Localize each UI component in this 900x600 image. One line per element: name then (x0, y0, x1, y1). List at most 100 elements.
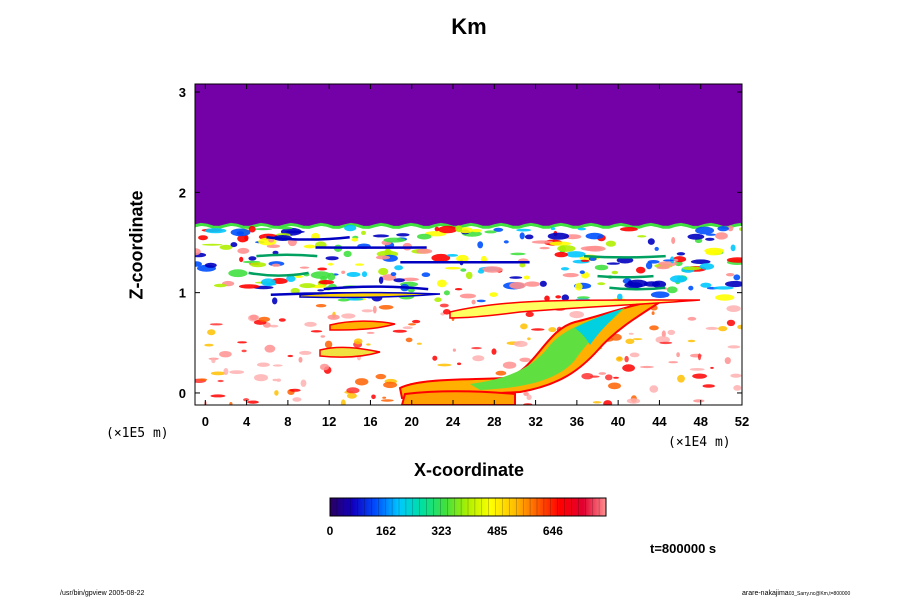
field-patch (408, 323, 416, 326)
field-patch (579, 270, 585, 275)
field-patch (382, 396, 387, 399)
x-tick-label: 24 (446, 414, 461, 429)
field-patch (317, 289, 325, 292)
field-patch (491, 348, 497, 355)
field-patch (219, 351, 232, 358)
field-patch (580, 259, 590, 262)
field-patch (239, 256, 244, 263)
field-patch (380, 399, 394, 402)
footer-right: arare-nakajima03_Sarry.nc@Km,t=800000 (742, 590, 850, 597)
field-patch (303, 244, 316, 249)
x-tick-label: 48 (693, 414, 707, 429)
field-patch (393, 278, 406, 283)
field-patch (670, 275, 687, 283)
field-patch (287, 354, 294, 358)
field-patch (327, 314, 340, 320)
field-patch (561, 294, 569, 302)
field-patch (557, 245, 576, 252)
field-patch (549, 241, 571, 246)
field-patch (318, 280, 334, 285)
field-patch (617, 293, 623, 301)
y-scale-note: (×1E5 m) (106, 426, 169, 441)
field-patch (286, 275, 296, 282)
field-patch (662, 259, 674, 262)
field-patch (353, 338, 363, 345)
field-patch (446, 254, 459, 257)
field-patch (726, 273, 735, 277)
field-patch (730, 244, 736, 252)
field-patch (695, 226, 715, 235)
field-patch (612, 376, 620, 379)
colorbar-tick-label: 485 (487, 524, 507, 538)
x-tick-label: 52 (735, 414, 749, 429)
field-patch (372, 305, 377, 314)
colorbar-tick-label: 646 (543, 524, 563, 538)
field-patch (230, 242, 238, 248)
field-patch (502, 361, 517, 369)
x-tick-label: 20 (405, 414, 419, 429)
field-patch (346, 387, 360, 394)
field-patch (645, 261, 653, 270)
field-patch (319, 363, 330, 371)
field-patch (298, 356, 303, 363)
field-patch (526, 394, 532, 401)
field-patch (727, 345, 741, 349)
field-patch (676, 252, 686, 256)
field-patch (668, 361, 679, 364)
field-patch (624, 355, 629, 363)
field-patch (412, 319, 421, 324)
field-patch (294, 275, 304, 279)
field-patch (202, 243, 223, 246)
footer-right-sub: 03_Sarry.nc@Km,t=800000 (788, 591, 851, 597)
field-patch (340, 399, 346, 405)
field-patch (710, 366, 714, 369)
field-patch (344, 224, 357, 232)
field-patch (248, 225, 256, 233)
field-patch (394, 265, 403, 271)
field-patch (477, 241, 484, 249)
field-patch (454, 288, 463, 291)
field-patch (434, 226, 440, 232)
field-patch (626, 398, 641, 404)
field-patch (204, 343, 214, 347)
field-patch (366, 331, 375, 334)
field-patch (628, 332, 634, 335)
field-patch (459, 293, 476, 299)
field-patch (548, 327, 557, 333)
y-tick-label: 2 (179, 185, 186, 200)
field-patch (268, 238, 275, 243)
field-patch (378, 305, 394, 310)
x-tick-label: 4 (243, 414, 251, 429)
field-patch (437, 363, 452, 367)
x-tick-label: 44 (652, 414, 667, 429)
field-patch (509, 282, 526, 289)
field-patch (667, 329, 676, 335)
field-patch (733, 274, 741, 281)
field-patch (713, 286, 734, 290)
field-patch (519, 357, 531, 362)
field-patch (223, 368, 229, 375)
layer-boundary (195, 222, 742, 229)
field-patch (416, 342, 422, 345)
field-patch (569, 311, 584, 319)
y-tick-label: 1 (179, 286, 186, 301)
field-patch (554, 251, 568, 258)
field-patch (292, 397, 302, 402)
field-patch (687, 233, 705, 240)
field-streak (609, 286, 666, 291)
field-streak (248, 271, 309, 277)
field-patch (655, 336, 670, 344)
field-patch (219, 244, 233, 250)
field-patch (513, 340, 528, 347)
field-patch (327, 272, 336, 281)
field-patch (649, 385, 659, 393)
field-patch (264, 344, 276, 353)
field-patch (503, 240, 509, 244)
field-patch (266, 283, 277, 286)
x-scale-note: (×1E4 m) (668, 435, 731, 450)
field-patch (726, 257, 742, 263)
field-streak (266, 235, 350, 241)
field-patch (254, 374, 268, 382)
field-patch (649, 325, 659, 331)
